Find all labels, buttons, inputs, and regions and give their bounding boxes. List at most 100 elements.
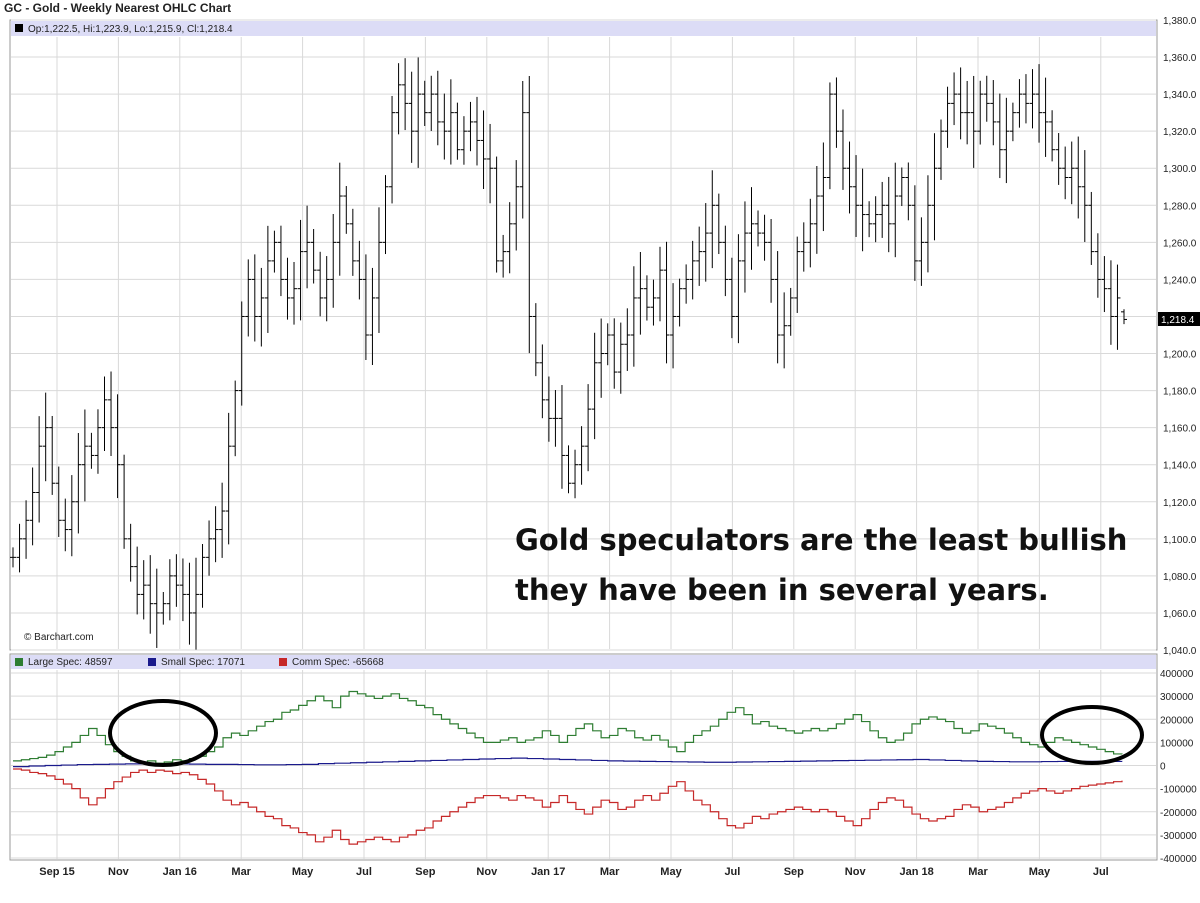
ohlc-bar (1094, 233, 1101, 298)
ohlc-bar (258, 267, 265, 347)
ohlc-bar (245, 259, 252, 337)
x-tick-label: Jul (1093, 866, 1109, 878)
highlight-circle-left (108, 699, 218, 767)
ohlc-bar (349, 208, 356, 276)
x-tick-label: Sep (415, 866, 435, 878)
ohlc-bar (480, 110, 487, 189)
price-y-tick-label: 1,160.0 (1163, 424, 1197, 435)
ohlc-bar (807, 198, 814, 268)
ohlc-bar (728, 257, 735, 339)
ohlc-bar (983, 75, 990, 122)
price-y-tick-label: 1,200.0 (1163, 350, 1197, 361)
price-y-tick-label: 1,380.0 (1163, 16, 1197, 27)
ohlc-bar (663, 241, 670, 364)
cot-y-tick-label: 200000 (1160, 715, 1194, 726)
ohlc-bar (872, 196, 879, 243)
ohlc-bar (650, 279, 657, 326)
ohlc-bar (990, 80, 997, 146)
ohlc-bar (362, 254, 369, 361)
ohlc-bar (1068, 141, 1075, 205)
ohlc-bar (643, 275, 650, 321)
ohlc-bar (88, 432, 95, 469)
ohlc-bar (506, 202, 513, 274)
x-tick-label: Nov (476, 866, 498, 878)
ohlc-bar (787, 287, 794, 336)
ohlc-bar (951, 72, 958, 126)
ohlc-bar (617, 322, 624, 394)
ohlc-bar (238, 301, 245, 406)
ohlc-bar (369, 267, 376, 366)
price-y-tick-label: 1,140.0 (1163, 461, 1197, 472)
x-tick-label: Mar (968, 866, 988, 878)
ohlc-bar (676, 278, 683, 327)
ohlc-bar (336, 162, 343, 276)
ohlc-bar (702, 203, 709, 282)
ohlc-bar (918, 217, 925, 286)
ohlc-bar (29, 467, 36, 546)
ohlc-bar (1016, 79, 1023, 128)
ohlc-bar (317, 251, 324, 317)
ohlc-bar (637, 251, 644, 335)
ohlc-bar (585, 384, 592, 472)
ohlc-bar (853, 155, 860, 237)
ohlc-bar (898, 167, 905, 207)
ohlc-bar (944, 86, 951, 148)
ohlc-bar (879, 181, 886, 238)
ohlc-bar (578, 426, 585, 485)
price-y-tick-label: 1,240.0 (1163, 275, 1197, 286)
ohlc-bar (748, 187, 755, 270)
ohlc-bar (970, 75, 977, 168)
x-tick-label: May (660, 866, 682, 878)
price-bars (10, 57, 1127, 650)
price-y-tick-label: 1,120.0 (1163, 498, 1197, 509)
ohlc-bar (297, 219, 304, 321)
ohlc-bar (1121, 309, 1127, 325)
ohlc-bar (859, 168, 866, 252)
ohlc-bar (493, 156, 500, 273)
ohlc-bar (147, 555, 154, 634)
price-grid (11, 19, 1156, 651)
x-tick-label: Jan 17 (531, 866, 565, 878)
ohlc-bar (36, 416, 43, 523)
ohlc-bar (487, 123, 494, 204)
ohlc-bar (467, 101, 474, 152)
ohlc-bar (696, 226, 703, 286)
ohlc-bar (75, 433, 82, 534)
ohlc-bar (434, 70, 441, 146)
price-y-tick-label: 1,300.0 (1163, 164, 1197, 175)
large-spec-legend: Large Spec: 48597 (28, 657, 113, 668)
ohlc-bar (264, 225, 271, 333)
cot-y-tick-label: -100000 (1160, 785, 1197, 796)
ohlc-bar (931, 133, 938, 241)
ohlc-bar (291, 261, 298, 325)
ohlc-bar (977, 80, 984, 145)
ohlc-bar (911, 185, 918, 281)
ohlc-bar (474, 96, 481, 166)
x-tick-label: Mar (600, 866, 620, 878)
ohlc-bar (800, 222, 807, 272)
ohlc-bar (539, 344, 546, 419)
ohlc-bar (421, 80, 428, 126)
ohlc-bar (153, 568, 160, 648)
ohlc-bar (774, 251, 781, 364)
ohlc-bar (186, 562, 193, 645)
ohlc-bar (166, 559, 173, 621)
price-info-text: Op:1,222.5, Hi:1,223.9, Lo:1,215.9, Cl:1… (28, 24, 233, 35)
price-y-tick-label: 1,060.0 (1163, 609, 1197, 620)
ohlc-bar (225, 412, 232, 545)
ohlc-bar (722, 225, 729, 297)
ohlc-bar (304, 205, 311, 289)
ohlc-bar (630, 266, 637, 367)
comm-spec-line (13, 768, 1123, 845)
comm-spec-legend: Comm Spec: -65668 (292, 657, 384, 668)
ohlc-bar (1114, 264, 1121, 350)
x-tick-label: Nov (845, 866, 867, 878)
ohlc-bar (402, 58, 409, 131)
ohlc-bar (395, 63, 402, 135)
ohlc-bar (415, 57, 422, 168)
ohlc-bar (356, 240, 363, 300)
x-tick-label: May (292, 866, 314, 878)
ohlc-bar (519, 80, 526, 219)
ohlc-bar (1081, 150, 1088, 242)
